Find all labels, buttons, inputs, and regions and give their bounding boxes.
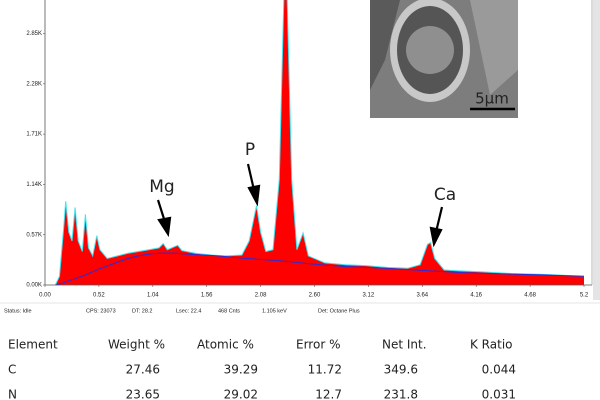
x-tick-label: 5.2 <box>580 293 589 299</box>
y-tick-label: 2.28K <box>26 81 42 87</box>
table-cell: C <box>8 363 16 377</box>
y-tick-label: 0.00K <box>26 283 42 289</box>
table-cell: 23.65 <box>126 388 160 400</box>
status-item: Lsec: 22.4 <box>176 308 201 314</box>
x-tick-label: 3.12 <box>363 293 375 299</box>
y-tick-label: 1.14K <box>26 182 42 188</box>
annotation: Mg <box>149 177 174 197</box>
table-header: Atomic % <box>197 338 254 352</box>
table-header: Net Int. <box>382 338 427 352</box>
annotations: Mg P Ca <box>149 140 456 248</box>
table-cell: 11.72 <box>308 363 342 377</box>
x-tick-label: 2.08 <box>255 293 267 299</box>
background-line <box>55 252 585 285</box>
x-tick-label: 1.04 <box>147 293 159 299</box>
table-cell: 29.02 <box>224 388 258 400</box>
table-header: Error % <box>296 338 340 352</box>
status-item: 1.105 keV <box>262 308 287 314</box>
x-tick-label: 1.56 <box>201 293 213 299</box>
table-cell: 231.8 <box>384 388 418 400</box>
status-item: 468 Cnts <box>218 308 240 314</box>
table-cell: 39.29 <box>224 363 258 377</box>
x-tick-label: 2.60 <box>309 293 321 299</box>
table-header: Element <box>8 338 58 352</box>
status-item: DT: 28.2 <box>132 308 152 314</box>
status-item: CPS: 23073 <box>86 308 116 314</box>
y-tick-label: 2.85K <box>26 31 42 37</box>
x-tick-label: 4.68 <box>524 293 536 299</box>
spectrum-outline <box>54 0 585 285</box>
x-tick-label: 0.52 <box>93 293 105 299</box>
y-tick-label: 0.57K <box>26 232 42 238</box>
status-item: Status: Idle <box>4 308 32 314</box>
x-tick-label: 3.64 <box>416 293 428 299</box>
table-cell: 0.044 <box>482 363 516 377</box>
scrollbar[interactable] <box>593 0 600 300</box>
table-header: Weight % <box>108 338 165 352</box>
scale-bar-label: 5µm <box>475 90 509 108</box>
table-cell: N <box>8 388 17 400</box>
x-tick-label: 0.00 <box>39 293 51 299</box>
table-cell: 0.031 <box>482 388 516 400</box>
status-item: Det: Octane Plus <box>318 308 360 314</box>
annotation: P <box>245 140 255 160</box>
x-tick-label: 4.16 <box>470 293 482 299</box>
table-header: K Ratio <box>470 338 513 352</box>
table-cell: 12.7 <box>315 388 342 400</box>
annotation: Ca <box>434 185 456 205</box>
table-cell: 27.46 <box>126 363 160 377</box>
inset-image: 5µm <box>370 0 518 118</box>
table-cell: 349.6 <box>384 363 418 377</box>
y-tick-label: 1.71K <box>26 132 42 138</box>
